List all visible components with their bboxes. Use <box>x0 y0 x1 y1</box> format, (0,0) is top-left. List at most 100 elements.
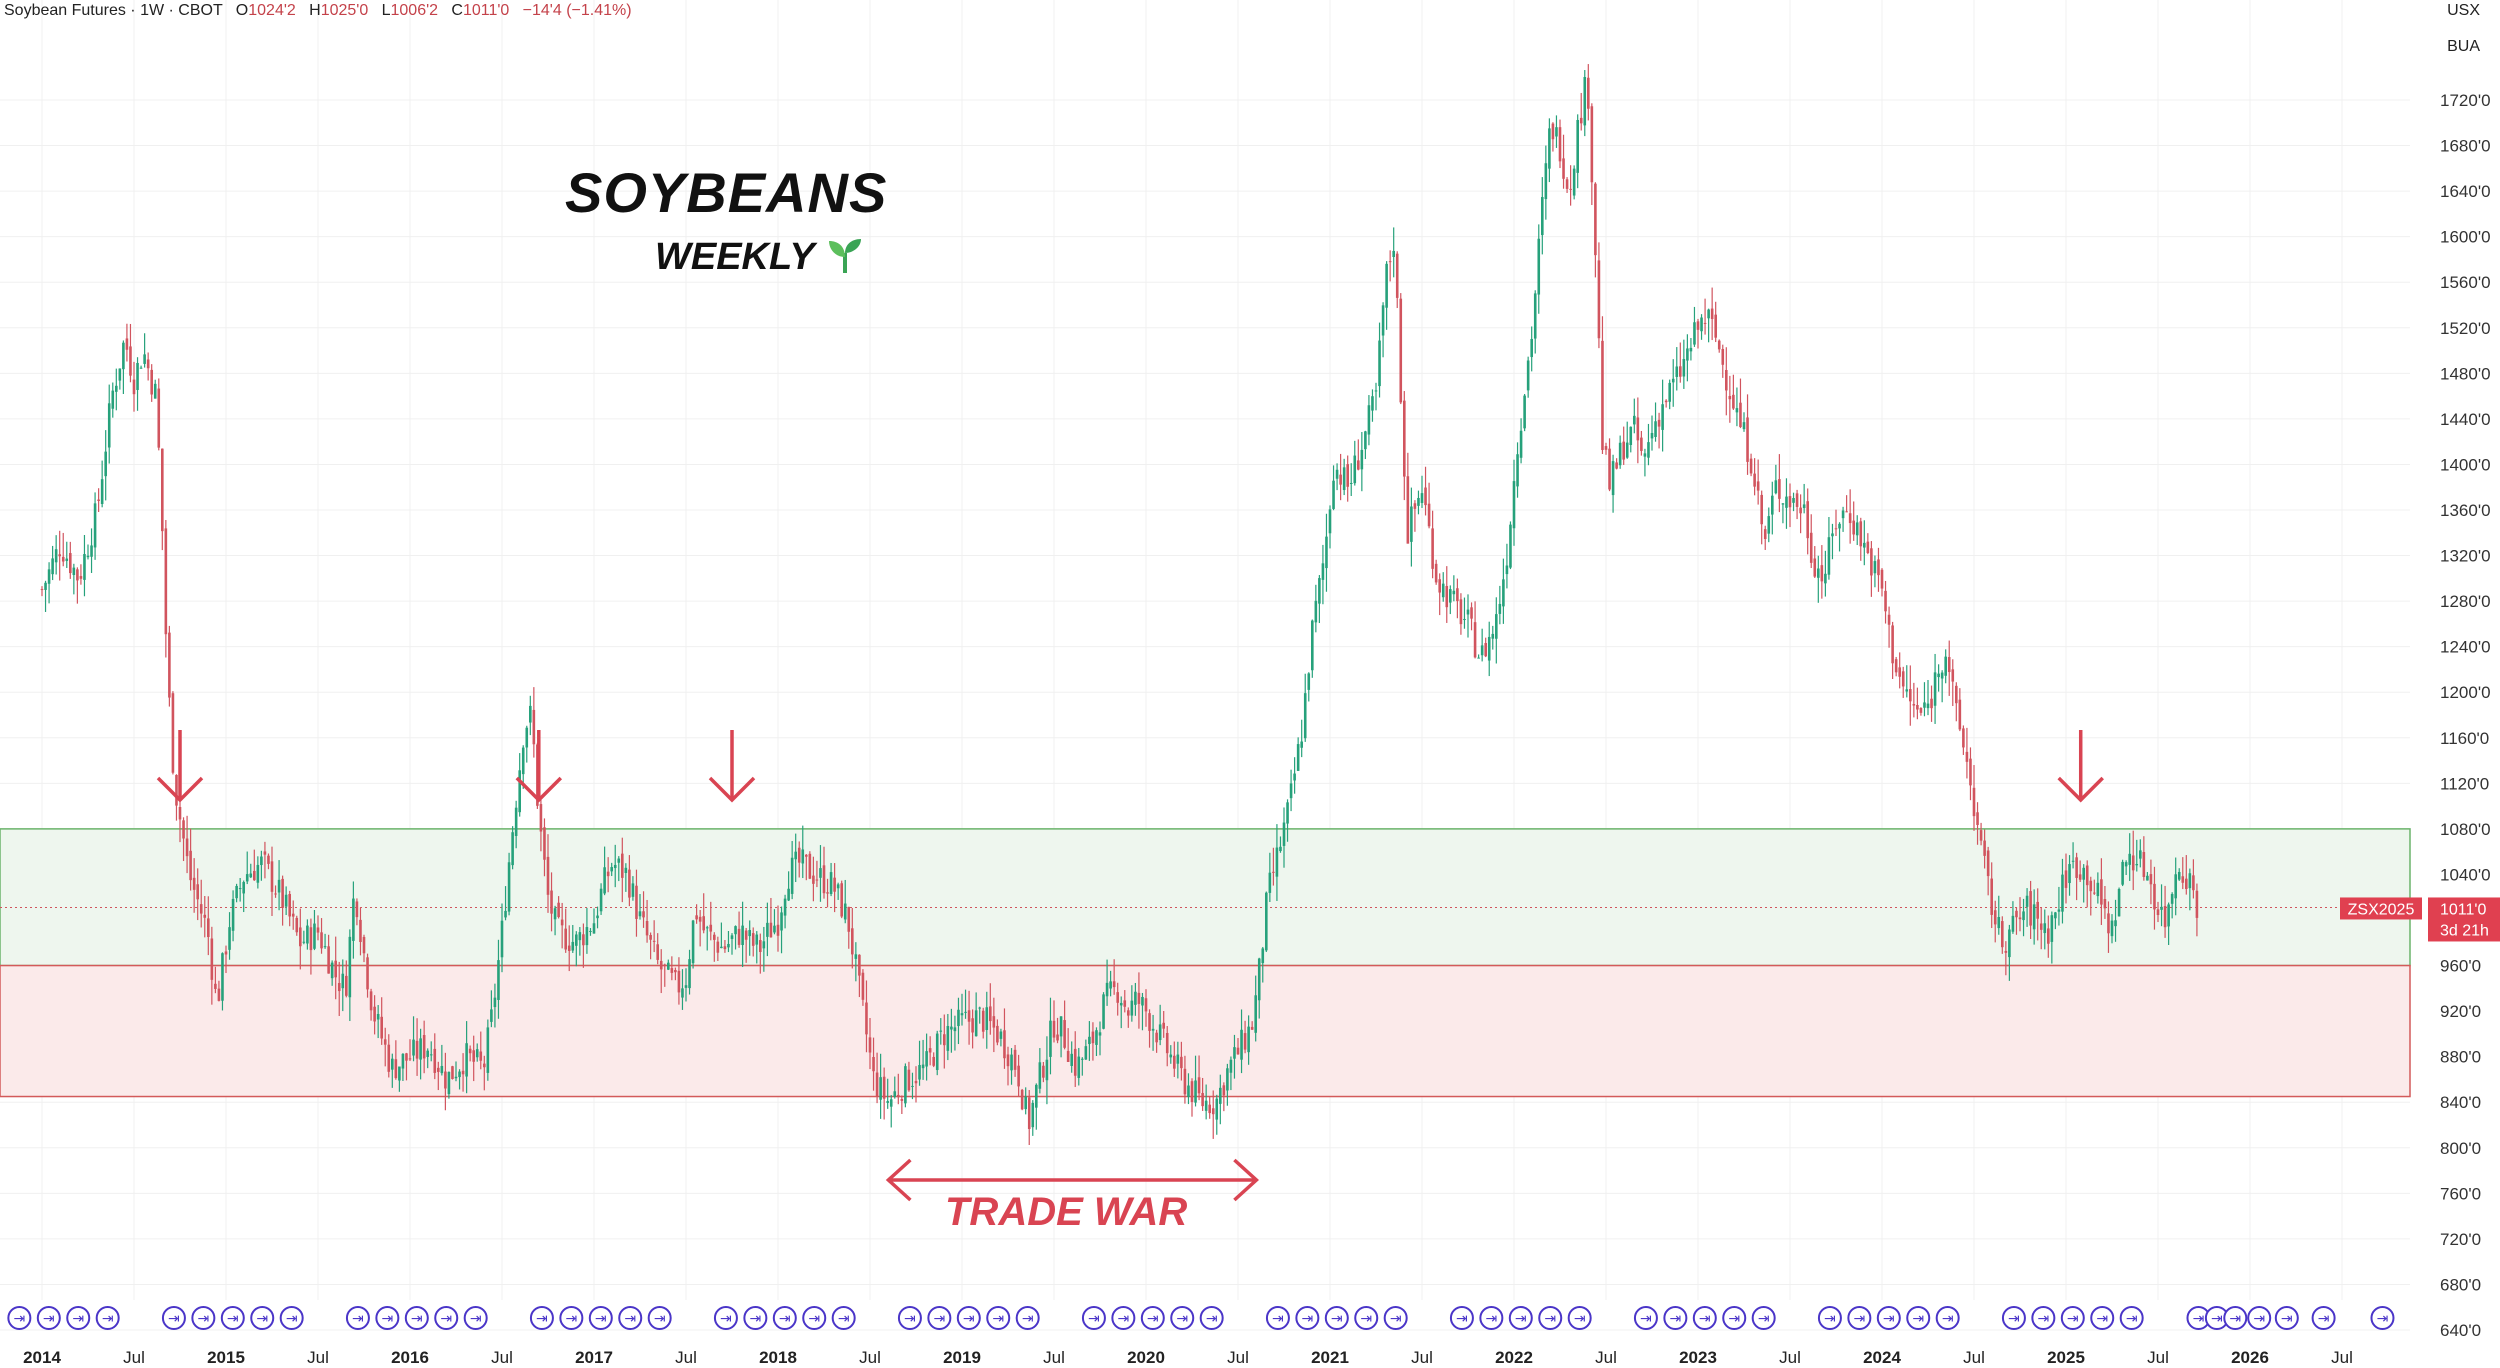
candle-body <box>925 1051 928 1067</box>
event-marker-icon: ⇥ <box>2274 1306 2299 1330</box>
candle-body <box>1296 744 1300 771</box>
candle-body <box>150 369 153 395</box>
candle-body <box>242 882 245 894</box>
candle-body <box>2057 909 2061 912</box>
event-marker-circle <box>1633 1306 1658 1330</box>
candle-body <box>263 851 267 855</box>
candle-body <box>1173 1055 1176 1069</box>
candle-body <box>1385 263 1388 308</box>
candle-body <box>1187 1085 1190 1097</box>
candle-body <box>833 877 836 892</box>
event-marker-glyph: ⇥ <box>779 1311 791 1327</box>
candle-body <box>157 388 161 448</box>
event-marker-icon: ⇥ <box>2119 1306 2144 1330</box>
candle-body <box>1633 415 1636 425</box>
candle-body <box>974 1010 978 1037</box>
event-marker-glyph: ⇥ <box>749 1311 761 1327</box>
subtitle-text: WEEKLY <box>655 236 815 278</box>
event-marker-glyph: ⇥ <box>43 1311 55 1327</box>
candle-body <box>192 877 196 890</box>
event-marker-circle <box>1199 1306 1224 1330</box>
candle-body <box>401 1053 405 1069</box>
event-marker-circle <box>1295 1306 1320 1330</box>
unit-label[interactable]: BUA <box>2447 38 2480 55</box>
candle-body <box>985 1007 989 1030</box>
low-label: L <box>381 2 391 19</box>
event-marker-glyph: ⇥ <box>440 1311 452 1327</box>
candle-body <box>490 1009 493 1022</box>
event-marker-glyph: ⇥ <box>624 1311 636 1327</box>
candle-body <box>97 499 100 501</box>
candle-body <box>115 385 118 392</box>
x-tick-label: 2023 <box>1679 1348 1717 1367</box>
event-marker-icon: ⇥ <box>1567 1306 1592 1330</box>
x-tick-label: Jul <box>1227 1348 1249 1367</box>
candle-body <box>1533 293 1537 339</box>
candle-body <box>2142 852 2146 877</box>
candle-body <box>2050 915 2054 942</box>
candle-body <box>2117 888 2121 917</box>
event-marker-icon: ⇥ <box>250 1306 275 1330</box>
candle-body <box>497 960 500 1000</box>
x-axis: 2014 Jul 2015 Jul 2016 Jul 2017 Jul 2018 Jul 2019 J… <box>23 1348 2353 1367</box>
candle-body <box>1233 1047 1236 1059</box>
event-marker-circle <box>1847 1306 1872 1330</box>
candle-body <box>1686 348 1689 361</box>
candle-body <box>175 774 178 806</box>
event-marker-glyph: ⇥ <box>963 1311 975 1327</box>
event-marker-glyph: ⇥ <box>13 1311 25 1327</box>
candle-body <box>437 1067 440 1072</box>
candle-body <box>214 983 217 989</box>
candle-body <box>146 359 150 369</box>
candle-body <box>1314 600 1318 623</box>
candle-body <box>1353 455 1357 484</box>
candle-body <box>638 911 642 917</box>
candle-body <box>295 917 299 933</box>
low-value: 1006'2 <box>390 2 439 19</box>
candle-body <box>886 1101 889 1103</box>
candle-body <box>1318 578 1321 604</box>
candle-body <box>964 1011 967 1013</box>
candle-body <box>1824 573 1827 584</box>
candle-body <box>1512 481 1516 529</box>
candle-body <box>967 1010 971 1022</box>
candle-body <box>415 1040 419 1059</box>
event-marker-circle <box>1692 1306 1717 1330</box>
currency-label[interactable]: USX <box>2447 2 2480 19</box>
candle-body <box>309 927 313 951</box>
candle-body <box>153 383 157 399</box>
y-tick-label: 1160'0 <box>2440 729 2489 748</box>
candle-body <box>1909 689 1912 702</box>
candle-body <box>1247 1026 1250 1053</box>
candle-body <box>306 925 309 944</box>
candle-body <box>1944 656 1947 676</box>
candle-body <box>1739 402 1742 428</box>
candle-body <box>744 930 748 940</box>
event-marker-icon: ⇥ <box>647 1306 672 1330</box>
candle-body <box>1473 622 1477 658</box>
candle-body <box>1215 1098 1219 1120</box>
candle-body <box>1105 982 1109 997</box>
candle-body <box>366 957 369 990</box>
event-marker-glyph: ⇥ <box>2008 1311 2020 1327</box>
event-marker-icon: ⇥ <box>1383 1306 1408 1330</box>
event-marker-circle <box>1876 1306 1901 1330</box>
candle-body <box>2167 904 2170 927</box>
candle-body <box>224 951 228 955</box>
change-value: −14'4 (−1.41%) <box>522 2 632 19</box>
candle-body <box>164 528 168 635</box>
candle-body <box>900 1099 904 1101</box>
candle-body <box>1551 123 1555 140</box>
x-tick-label: Jul <box>859 1348 881 1367</box>
candle-body <box>1162 1022 1165 1029</box>
event-marker-circle <box>1015 1306 1040 1330</box>
event-marker-icon: ⇥ <box>1324 1306 1349 1330</box>
candle-body <box>1671 378 1675 383</box>
candle-body <box>2075 857 2078 878</box>
candle-body <box>238 888 242 890</box>
candle-body <box>1905 689 1909 692</box>
event-marker-icon: ⇥ <box>1170 1306 1195 1330</box>
candle-body <box>932 1056 935 1066</box>
event-marker-glyph: ⇥ <box>1117 1311 1129 1327</box>
